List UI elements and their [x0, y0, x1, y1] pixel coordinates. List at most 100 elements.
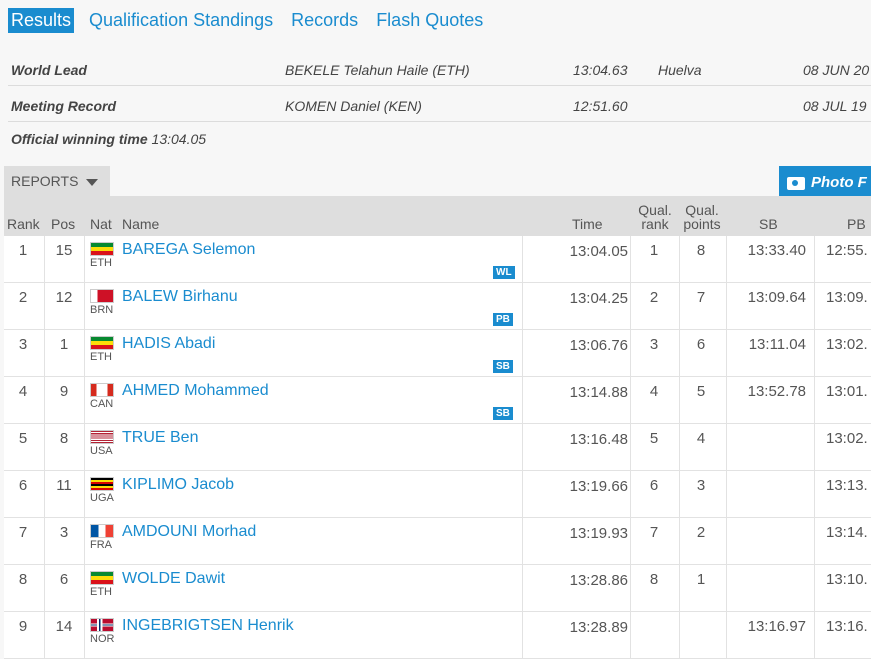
cell-rank: 3 [18, 336, 28, 353]
cell-sb: 13:16.97 [747, 618, 806, 635]
cell-rank: 9 [18, 618, 28, 635]
record-world-lead: World Lead BEKELE Telahun Haile (ETH) 13… [8, 50, 871, 86]
cell-sb: 13:11.04 [748, 336, 806, 353]
cell-qual-rank: 3 [649, 336, 659, 353]
table-row: 4 9 CAN AHMED Mohammed SB 13:14.88 4 5 1… [4, 377, 871, 424]
cell-pos: 8 [59, 430, 69, 447]
table-row: 7 3 FRA AMDOUNI Morhad 13:19.93 7 2 13:1… [4, 518, 871, 565]
cell-pos: 1 [59, 336, 69, 353]
cell-qual-rank: 4 [649, 383, 659, 400]
cell-pos: 11 [56, 477, 72, 494]
cell-time: 13:19.93 [569, 525, 628, 542]
cell-rank: 5 [18, 430, 28, 447]
cell-pb: 13:14. [826, 524, 868, 541]
record-label: Meeting Record [11, 98, 117, 114]
cell-nat: NOR [90, 633, 115, 645]
athlete-name-link[interactable]: AHMED Mohammed [122, 382, 269, 399]
record-athlete: BEKELE Telahun Haile (ETH) [285, 62, 470, 78]
header-nat: Nat [90, 216, 112, 232]
athlete-name-link[interactable]: AMDOUNI Morhad [122, 523, 257, 540]
photo-finish-button[interactable]: Photo F [779, 166, 871, 199]
tab-bar: Results Qualification Standings Records … [8, 8, 498, 33]
tab-qualification-standings[interactable]: Qualification Standings [89, 10, 274, 30]
cell-qual-rank: 6 [649, 477, 659, 494]
cell-rank: 8 [18, 571, 28, 588]
cell-time: 13:14.88 [569, 384, 628, 401]
athlete-name-link[interactable]: KIPLIMO Jacob [122, 476, 235, 493]
official-winning-value: 13:04.05 [151, 131, 207, 147]
cell-time: 13:04.25 [569, 290, 628, 307]
cell-nat: BRN [90, 304, 114, 316]
flag-icon [90, 242, 114, 256]
flag-icon [90, 289, 114, 303]
cell-pos: 9 [59, 383, 69, 400]
official-winning-time: Official winning time 13:04.05 [11, 131, 206, 147]
cell-pb: 13:01. [826, 383, 868, 400]
results-table-body: 1 15 ETH BAREGA Selemon WL 13:04.05 1 8 … [4, 236, 871, 659]
cell-sb: 13:33.40 [747, 242, 806, 259]
flag-icon [90, 571, 114, 585]
caret-down-icon [86, 178, 99, 186]
table-row: 1 15 ETH BAREGA Selemon WL 13:04.05 1 8 … [4, 236, 871, 283]
flag-icon [90, 383, 114, 397]
camera-icon [787, 176, 805, 190]
header-rank: Rank [7, 216, 40, 232]
athlete-name-link[interactable]: INGEBRIGTSEN Henrik [122, 617, 294, 634]
cell-rank: 2 [18, 289, 28, 306]
tab-records[interactable]: Records [291, 10, 359, 30]
cell-rank: 1 [18, 242, 28, 259]
flag-icon [90, 336, 114, 350]
cell-qual-rank: 1 [649, 242, 659, 259]
cell-qual-points: 2 [696, 524, 706, 541]
cell-time: 13:04.05 [569, 243, 628, 260]
cell-pb: 12:55. [826, 242, 868, 259]
cell-nat: ETH [90, 351, 112, 363]
cell-qual-points: 8 [696, 242, 706, 259]
flag-icon [90, 618, 114, 632]
cell-nat: UGA [90, 492, 114, 504]
cell-pos: 15 [55, 242, 73, 259]
table-row: 2 12 BRN BALEW Birhanu PB 13:04.25 2 7 1… [4, 283, 871, 330]
cell-qual-rank: 5 [649, 430, 659, 447]
cell-qual-points: 3 [696, 477, 706, 494]
athlete-name-link[interactable]: HADIS Abadi [122, 335, 216, 352]
flag-icon [90, 430, 114, 444]
athlete-name-link[interactable]: BAREGA Selemon [122, 241, 256, 258]
table-row: 5 8 USA TRUE Ben 13:16.48 5 4 13:02. [4, 424, 871, 471]
header-sb: SB [759, 216, 778, 232]
cell-qual-points: 4 [696, 430, 706, 447]
athlete-name-link[interactable]: TRUE Ben [122, 429, 199, 446]
cell-time: 13:19.66 [569, 478, 628, 495]
tab-results[interactable]: Results [8, 8, 75, 33]
cell-pb: 13:02. [826, 430, 868, 447]
athlete-name-link[interactable]: WOLDE Dawit [122, 570, 226, 587]
record-date: 08 JUN 20 [803, 62, 870, 78]
record-athlete: KOMEN Daniel (KEN) [285, 98, 422, 114]
cell-pos: 6 [59, 571, 69, 588]
athlete-name-link[interactable]: BALEW Birhanu [122, 288, 238, 305]
cell-nat: FRA [90, 539, 112, 551]
header-name: Name [122, 216, 160, 232]
table-row: 9 14 NOR INGEBRIGTSEN Henrik 13:28.89 13… [4, 612, 871, 659]
header-qual-points: Qual. points [683, 202, 721, 232]
cell-qual-points: 7 [696, 289, 706, 306]
header-pb: PB [847, 216, 866, 232]
header-qual-rank: Qual. rank [638, 202, 672, 232]
reports-dropdown[interactable]: REPORTS [4, 166, 110, 196]
record-label: World Lead [11, 62, 87, 78]
cell-rank: 6 [18, 477, 28, 494]
cell-time: 13:16.48 [569, 431, 628, 448]
cell-pos: 14 [55, 618, 73, 635]
cell-sb: 13:52.78 [747, 383, 806, 400]
cell-sb: 13:09.64 [747, 289, 806, 306]
tab-flash-quotes[interactable]: Flash Quotes [376, 10, 484, 30]
cell-rank: 7 [18, 524, 28, 541]
cell-qual-rank: 8 [649, 571, 659, 588]
cell-pb: 13:10. [826, 571, 868, 588]
table-row: 8 6 ETH WOLDE Dawit 13:28.86 8 1 13:10. [4, 565, 871, 612]
cell-qual-rank: 7 [649, 524, 659, 541]
cell-nat: ETH [90, 257, 112, 269]
photo-button-label: Photo F [811, 174, 867, 191]
cell-qual-points: 5 [696, 383, 706, 400]
cell-pb: 13:02. [826, 336, 868, 353]
